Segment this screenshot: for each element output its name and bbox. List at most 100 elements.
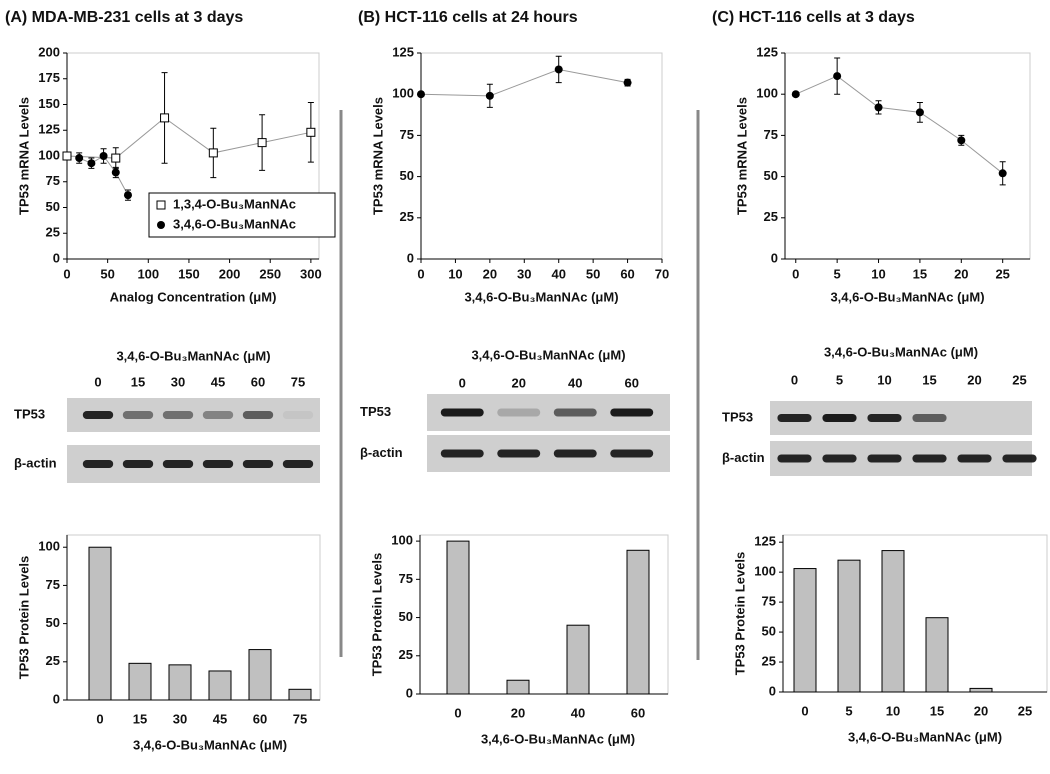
point	[874, 103, 883, 112]
y-tick-label: 0	[407, 250, 414, 265]
x-tick-label: 20	[483, 266, 497, 281]
y-tick-label: 50	[762, 624, 776, 639]
lane-label: 60	[625, 375, 639, 390]
y-tick-label: 125	[38, 122, 60, 137]
plot-frame	[782, 534, 1048, 693]
blot-band	[162, 460, 194, 468]
y-axis-label: TP53 mRNA Levels	[16, 97, 31, 215]
blot-band	[553, 449, 597, 458]
bar	[881, 550, 905, 693]
point	[623, 78, 632, 87]
point	[791, 90, 800, 99]
blot-band	[1002, 454, 1037, 463]
x-tick-label: 20	[511, 705, 525, 720]
x-tick-label: 300	[300, 266, 322, 281]
blot-band	[242, 460, 274, 468]
y-tick-label: 25	[764, 209, 778, 224]
point	[998, 169, 1007, 178]
point	[160, 113, 170, 123]
y-axis-label: TP53 Protein Levels	[732, 552, 747, 676]
y-tick-label: 150	[38, 96, 60, 111]
y-tick-label: 50	[400, 168, 414, 183]
lane-label: 15	[922, 372, 936, 387]
y-tick-label: 100	[392, 86, 414, 101]
x-tick-label: 60	[631, 705, 645, 720]
y-tick-label: 75	[46, 173, 60, 188]
lane-label: 20	[967, 372, 981, 387]
y-tick-label: 100	[754, 564, 776, 579]
x-axis-label: 3,4,6-O-Bu₃ManNAc (μM)	[830, 289, 984, 304]
point	[111, 153, 121, 163]
lane-label: 40	[568, 375, 582, 390]
point	[485, 91, 494, 100]
x-axis-label: 3,4,6-O-Bu₃ManNAc (μM)	[481, 731, 635, 746]
blot-band	[822, 454, 857, 463]
point	[123, 191, 132, 200]
bar	[626, 549, 650, 695]
blot-row-label: β-actin	[722, 450, 765, 465]
y-tick-label: 0	[769, 683, 776, 698]
x-axis-label: 3,4,6-O-Bu₃ManNAc (μM)	[133, 737, 287, 752]
bar	[168, 664, 192, 701]
blot-treatment-label: 3,4,6-O-Bu₃ManNAc (μM)	[471, 347, 625, 362]
y-tick-label: 75	[762, 594, 776, 609]
lane-label: 0	[94, 374, 101, 389]
bar	[506, 679, 530, 695]
blot-band	[122, 411, 154, 419]
x-tick-label: 50	[100, 266, 114, 281]
y-tick-label: 75	[764, 127, 778, 142]
blot-band	[957, 454, 992, 463]
x-tick-label: 15	[913, 266, 927, 281]
x-tick-label: 0	[417, 266, 424, 281]
lane-label: 25	[1012, 372, 1026, 387]
bar	[446, 540, 470, 695]
legend-marker	[156, 200, 166, 210]
x-tick-label: 20	[954, 266, 968, 281]
x-tick-label: 40	[571, 705, 585, 720]
x-tick-label: 40	[551, 266, 565, 281]
y-tick-label: 100	[756, 86, 778, 101]
blot-row-label: TP53	[722, 409, 753, 424]
point	[257, 138, 267, 148]
bar	[248, 649, 272, 701]
y-tick-label: 100	[391, 533, 413, 548]
x-tick-label: 200	[219, 266, 241, 281]
series-line	[420, 68, 628, 97]
blot-band	[202, 460, 234, 468]
blot-band	[777, 414, 812, 422]
series-line	[66, 117, 311, 159]
point	[75, 154, 84, 163]
blot-band	[282, 460, 314, 468]
panel-title: (B) HCT-116 cells at 24 hours	[358, 9, 578, 26]
x-tick-label: 15	[133, 711, 147, 726]
x-tick-label: 0	[801, 703, 808, 718]
blot-band	[553, 408, 597, 417]
blot-band	[777, 454, 812, 463]
bar	[88, 546, 112, 701]
y-tick-label: 25	[762, 653, 776, 668]
lane-label: 60	[251, 374, 265, 389]
panel-title: (A) MDA-MB-231 cells at 3 days	[5, 9, 243, 26]
x-tick-label: 75	[293, 711, 307, 726]
x-tick-label: 0	[96, 711, 103, 726]
series-line	[795, 75, 1004, 174]
blot-band	[497, 408, 541, 417]
point	[99, 152, 108, 160]
blot-band	[440, 449, 484, 458]
lane-label: 0	[791, 372, 798, 387]
y-tick-label: 0	[406, 685, 413, 700]
y-axis-label: TP53 mRNA Levels	[734, 97, 749, 215]
bar	[969, 687, 993, 693]
point	[833, 72, 842, 81]
x-tick-label: 15	[930, 703, 944, 718]
bar	[288, 688, 312, 701]
x-tick-label: 70	[655, 266, 669, 281]
blot-treatment-label: 3,4,6-O-Bu₃ManNAc (μM)	[824, 344, 978, 359]
point	[417, 90, 425, 99]
point	[208, 148, 218, 158]
blot-band	[912, 454, 947, 463]
point	[111, 168, 120, 177]
x-tick-label: 25	[995, 266, 1009, 281]
lane-label: 45	[211, 374, 225, 389]
legend-label: 1,3,4-O-Bu₃ManNAc	[173, 196, 296, 211]
